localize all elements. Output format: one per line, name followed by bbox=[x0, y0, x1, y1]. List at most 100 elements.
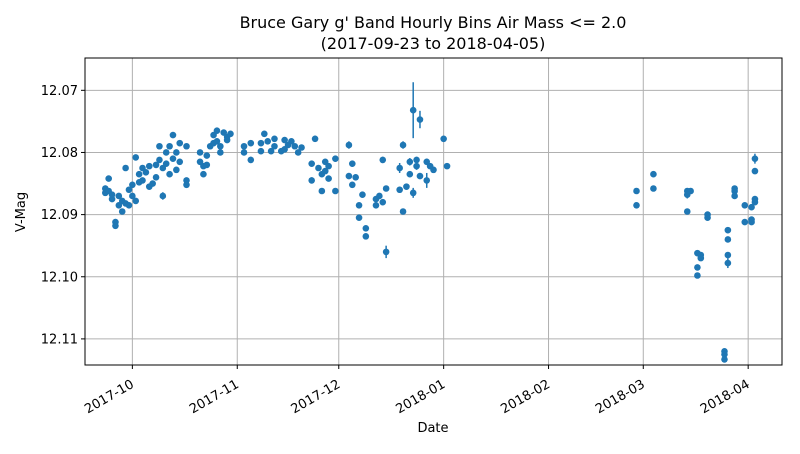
data-point bbox=[213, 137, 221, 145]
data-point bbox=[332, 187, 339, 195]
data-point bbox=[694, 264, 701, 271]
data-point bbox=[430, 166, 437, 174]
data-point bbox=[409, 106, 417, 114]
data-point bbox=[633, 201, 640, 209]
data-point bbox=[741, 218, 749, 226]
data-point bbox=[396, 164, 403, 172]
data-point bbox=[227, 130, 234, 138]
data-point bbox=[291, 142, 299, 150]
data-point bbox=[315, 164, 322, 172]
data-point bbox=[724, 236, 732, 243]
data-point bbox=[721, 351, 728, 358]
data-point bbox=[311, 135, 319, 143]
data-point bbox=[156, 142, 163, 150]
data-point bbox=[257, 147, 265, 155]
data-point bbox=[203, 152, 211, 159]
data-point bbox=[196, 149, 204, 156]
data-point bbox=[697, 254, 705, 262]
data-point bbox=[382, 185, 390, 192]
data-point bbox=[240, 142, 248, 150]
data-point bbox=[132, 154, 140, 161]
data-point bbox=[176, 158, 184, 166]
data-point bbox=[751, 167, 759, 175]
data-point bbox=[362, 224, 370, 232]
data-point bbox=[413, 156, 420, 164]
data-point bbox=[379, 198, 387, 206]
data-point bbox=[118, 208, 126, 215]
data-point bbox=[396, 186, 403, 194]
data-point bbox=[108, 191, 116, 199]
data-point bbox=[683, 208, 691, 215]
data-point bbox=[162, 149, 170, 156]
data-point bbox=[748, 203, 755, 211]
data-point bbox=[257, 139, 265, 147]
data-point bbox=[132, 197, 140, 205]
data-point bbox=[217, 149, 224, 156]
data-point bbox=[261, 130, 268, 138]
plot-frame bbox=[84, 57, 783, 366]
data-point bbox=[152, 174, 160, 181]
chart-subtitle: (2017-09-23 to 2018-04-05) bbox=[321, 34, 546, 53]
data-point bbox=[217, 142, 224, 150]
data-point bbox=[413, 162, 420, 170]
data-points bbox=[102, 106, 759, 363]
data-point bbox=[416, 116, 424, 123]
data-point bbox=[183, 181, 190, 189]
data-point bbox=[115, 192, 123, 200]
data-point bbox=[325, 175, 332, 182]
data-point bbox=[240, 149, 248, 156]
data-point bbox=[105, 175, 112, 182]
data-point bbox=[183, 142, 190, 150]
data-point bbox=[731, 187, 738, 195]
data-point bbox=[721, 356, 728, 363]
data-point bbox=[271, 135, 278, 143]
data-point bbox=[294, 149, 302, 156]
data-point bbox=[345, 172, 353, 180]
data-point bbox=[264, 137, 272, 145]
data-point bbox=[176, 139, 184, 147]
data-point bbox=[135, 170, 143, 178]
data-point bbox=[325, 162, 332, 170]
data-point bbox=[142, 169, 150, 176]
data-point bbox=[443, 162, 451, 170]
data-point bbox=[403, 183, 410, 190]
data-point bbox=[748, 218, 755, 226]
data-point bbox=[203, 161, 211, 169]
chart-title: Bruce Gary g' Band Hourly Bins Air Mass … bbox=[240, 13, 627, 32]
data-point bbox=[166, 142, 173, 150]
data-point bbox=[345, 141, 353, 149]
data-point bbox=[751, 195, 759, 203]
data-point bbox=[318, 187, 326, 195]
data-point bbox=[223, 136, 231, 144]
data-point bbox=[156, 156, 163, 164]
data-point bbox=[122, 164, 129, 172]
data-point bbox=[129, 181, 136, 189]
data-point bbox=[355, 201, 363, 209]
data-point bbox=[139, 177, 146, 184]
data-point bbox=[213, 127, 221, 135]
y-axis-ticks: 12.07 12.08 12.09 12.10 12.11 bbox=[41, 84, 85, 347]
data-point bbox=[267, 147, 275, 155]
data-point bbox=[152, 161, 160, 169]
data-point bbox=[247, 139, 255, 147]
data-point bbox=[200, 170, 207, 178]
y-tick-label: 12.07 bbox=[41, 84, 78, 99]
data-point bbox=[359, 191, 366, 199]
data-point bbox=[308, 160, 315, 167]
data-point bbox=[166, 170, 173, 178]
data-point bbox=[633, 187, 640, 195]
data-point bbox=[724, 251, 732, 259]
data-point bbox=[731, 192, 738, 200]
data-point bbox=[376, 192, 383, 200]
data-point bbox=[704, 214, 711, 222]
data-point bbox=[145, 162, 153, 170]
data-point bbox=[169, 155, 177, 162]
data-point bbox=[687, 187, 694, 195]
y-tick-label: 12.09 bbox=[41, 208, 78, 223]
data-point bbox=[159, 192, 167, 200]
data-point bbox=[372, 201, 380, 209]
data-point bbox=[362, 233, 370, 240]
data-point bbox=[379, 156, 387, 164]
